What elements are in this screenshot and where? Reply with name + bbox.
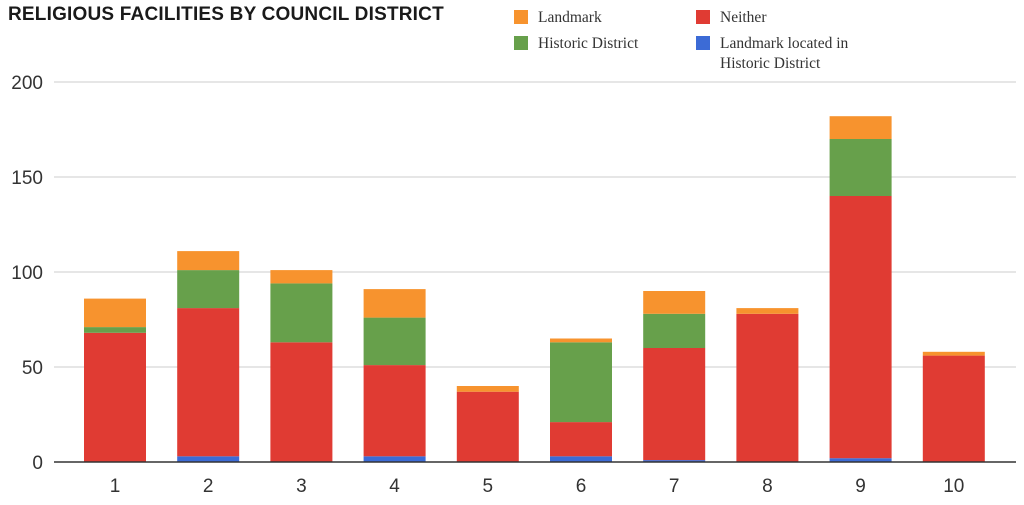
x-tick-label: 9 [855,476,866,497]
axes: 0 50 100 150 200 1 2 3 4 5 6 7 8 9 10 [11,73,1016,497]
bar-segment [270,270,333,284]
bar-segment [643,348,706,461]
bar-segment [177,456,240,462]
legend: Landmark Neither Historic District Landm… [514,8,914,80]
bar-segment [270,342,333,462]
legend-swatch-landmark-in-historic-district [696,36,710,50]
legend-item-landmark-in-historic-district: Landmark located in Historic District [696,34,856,74]
legend-label-neither: Neither [720,9,767,26]
bar-segment [829,116,892,139]
bar-segment [829,196,892,459]
bar-segment [736,313,799,462]
x-tick-label: 8 [762,476,773,497]
bar-segment [829,139,892,196]
bar-segment [363,289,426,318]
bar-segment [456,386,519,392]
legend-swatch-historic-district [514,36,528,50]
bar-segment [177,251,240,271]
bar-segment [363,365,426,457]
bar-segment [270,283,333,343]
bar-segment [829,458,892,462]
x-tick-label: 10 [943,476,964,497]
x-tick-label: 3 [296,476,307,497]
legend-swatch-landmark [514,10,528,24]
bar-segment [550,338,612,343]
x-tick-label: 4 [389,476,400,497]
bar-segment [550,342,612,423]
legend-item-neither: Neither [696,8,766,28]
bar-segment [177,308,240,457]
y-tick-label: 0 [32,453,43,474]
bars [84,116,985,462]
x-tick-label: 7 [669,476,680,497]
legend-label-historic-district: Historic District [538,35,639,52]
chart-title: RELIGIOUS FACILITIES BY COUNCIL DISTRICT [8,4,444,25]
x-tick-label: 2 [203,476,214,497]
bar-segment [456,391,519,462]
bar-segment [643,313,706,348]
x-tick-label: 5 [483,476,494,497]
y-tick-label: 150 [11,168,43,189]
bar-segment [363,317,426,366]
y-tick-label: 200 [11,73,43,94]
bar-segment [922,355,985,462]
bar-segment [363,456,426,462]
bar-segment [550,456,612,462]
bar-segment [84,327,146,333]
y-tick-label: 50 [22,358,43,379]
bar-segment [84,332,146,462]
legend-label-landmark-in-historic-district: Landmark located in Historic District [720,35,849,72]
x-tick-label: 6 [576,476,587,497]
bar-segment [736,308,799,314]
x-tick-label: 1 [110,476,121,497]
legend-item-landmark: Landmark [514,8,602,28]
bar-segment [84,298,146,328]
y-tick-label: 100 [11,263,43,284]
legend-item-historic-district: Historic District [514,34,638,54]
bar-segment [643,291,706,314]
legend-swatch-neither [696,10,710,24]
bar-segment [550,422,612,457]
bar-segment [177,270,240,309]
bar-segment [643,460,706,462]
bar-segment [922,351,985,356]
legend-label-landmark: Landmark [538,9,602,26]
